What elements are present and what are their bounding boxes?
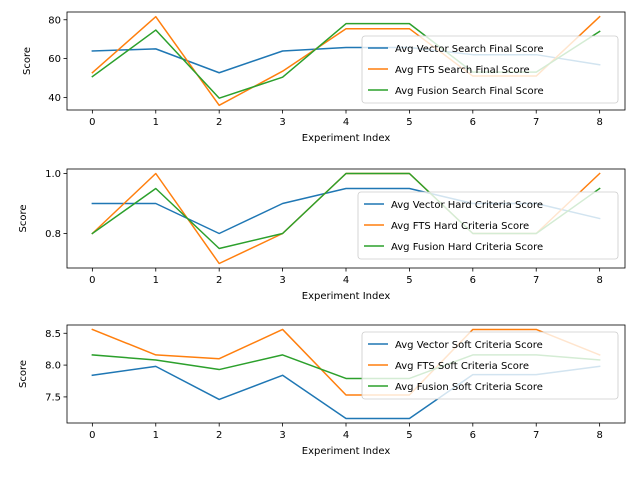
x-tick-label: 5 bbox=[406, 117, 412, 128]
x-tick-label: 8 bbox=[596, 117, 602, 128]
x-axis-label: Experiment Index bbox=[302, 291, 391, 302]
y-tick-label: 0.8 bbox=[45, 229, 61, 240]
legend-label-1: Avg Vector Search Final Score bbox=[395, 44, 544, 55]
x-tick-label: 4 bbox=[343, 117, 349, 128]
x-tick-label: 1 bbox=[153, 117, 159, 128]
y-axis-label: Score bbox=[18, 204, 29, 232]
x-tick-label: 8 bbox=[596, 275, 602, 286]
y-tick-label: 7.5 bbox=[45, 393, 61, 404]
y-tick-label: 8.5 bbox=[45, 329, 61, 340]
x-axis-label: Experiment Index bbox=[302, 446, 391, 457]
x-tick-label: 7 bbox=[533, 430, 539, 441]
x-tick-label: 2 bbox=[216, 430, 222, 441]
legend-label-1: Avg Vector Hard Criteria Score bbox=[391, 200, 543, 211]
x-tick-label: 6 bbox=[470, 117, 476, 128]
y-tick-label: 40 bbox=[48, 93, 61, 104]
x-tick-label: 2 bbox=[216, 117, 222, 128]
y-axis-label: Score bbox=[18, 360, 29, 388]
legend: Avg Vector Hard Criteria Score Avg FTS Ha… bbox=[357, 191, 619, 260]
chart-panel-3: 0 1 2 3 4 5 6 7 8 7.5 8.0 8.5 Experiment Index Score A… bbox=[18, 324, 626, 457]
x-tick-label: 4 bbox=[343, 430, 349, 441]
x-tick-label: 3 bbox=[279, 430, 285, 441]
legend-box bbox=[361, 331, 619, 400]
x-tick-label: 7 bbox=[533, 117, 539, 128]
chart-panel-2: 0 1 2 3 4 5 6 7 8 0.8 1.0 Experiment Index Score Avg … bbox=[18, 168, 626, 302]
x-tick-label: 1 bbox=[153, 275, 159, 286]
x-tick-label: 8 bbox=[596, 430, 602, 441]
legend-label-2: Avg FTS Soft Criteria Score bbox=[395, 361, 529, 372]
series-line-2 bbox=[91, 328, 601, 396]
x-axis-label: Experiment Index bbox=[302, 133, 391, 144]
x-tick-label: 7 bbox=[533, 275, 539, 286]
y-tick-label: 60 bbox=[48, 54, 61, 65]
x-tick-label: 3 bbox=[279, 117, 285, 128]
chart-panel-1: 0 1 2 3 4 5 6 7 8 40 60 80 Experiment Index Score Avg … bbox=[22, 11, 626, 144]
y-tick-label: 8.0 bbox=[45, 361, 61, 372]
y-axis-label: Score bbox=[22, 47, 33, 75]
legend-label-2: Avg FTS Search Final Score bbox=[395, 65, 530, 76]
x-tick-label: 5 bbox=[406, 275, 412, 286]
legend-label-2: Avg FTS Hard Criteria Score bbox=[391, 221, 529, 232]
x-tick-label: 5 bbox=[406, 430, 412, 441]
legend-label-1: Avg Vector Soft Criteria Score bbox=[395, 340, 543, 351]
legend-label-3: Avg Fusion Hard Criteria Score bbox=[391, 242, 543, 253]
x-tick-label: 6 bbox=[470, 275, 476, 286]
x-tick-label: 0 bbox=[89, 117, 95, 128]
x-tick-label: 1 bbox=[153, 430, 159, 441]
x-tick-label: 3 bbox=[279, 275, 285, 286]
x-tick-label: 0 bbox=[89, 275, 95, 286]
x-tick-label: 0 bbox=[89, 430, 95, 441]
x-tick-label: 4 bbox=[343, 275, 349, 286]
legend: Avg Vector Soft Criteria Score Avg FTS So… bbox=[361, 331, 619, 400]
legend-label-3: Avg Fusion Search Final Score bbox=[395, 86, 544, 97]
y-tick-label: 1.0 bbox=[45, 169, 61, 180]
x-tick-label: 2 bbox=[216, 275, 222, 286]
legend-box bbox=[361, 35, 619, 104]
x-tick-label: 6 bbox=[470, 430, 476, 441]
legend-box bbox=[357, 191, 619, 260]
legend-label-3: Avg Fusion Soft Criteria Score bbox=[395, 382, 543, 393]
legend: Avg Vector Search Final Score Avg FTS Sea… bbox=[361, 35, 619, 104]
y-tick-label: 80 bbox=[48, 15, 61, 26]
